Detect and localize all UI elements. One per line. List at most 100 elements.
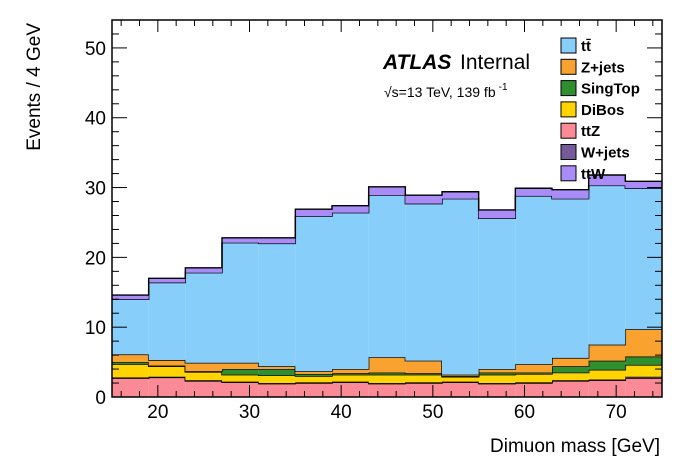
bar-tt--bin-5 — [295, 216, 332, 372]
bar-tt--bin-14 — [625, 188, 662, 330]
legend-swatch-z-jets — [560, 58, 577, 75]
x-tick-label: 60 — [514, 402, 535, 423]
bar-z-jets-bin-14 — [625, 329, 662, 357]
bar-z-jets-bin-5 — [295, 371, 332, 374]
bar-dibos-bin-5 — [295, 376, 332, 383]
bar-z-jets-bin-3 — [222, 362, 259, 370]
bar-tt--bin-8 — [405, 203, 442, 361]
bar-ttz-bin-3 — [222, 382, 259, 397]
bar-singtop-bin-4 — [258, 369, 296, 376]
legend-swatch-tt- — [560, 37, 577, 54]
bar-ttw-bin-1 — [148, 278, 186, 283]
energy-luminosity-label: √s=13 TeV, 139 fb -1 — [384, 82, 508, 100]
bar-ttz-bin-0 — [112, 378, 149, 397]
bar-dibos-bin-7 — [368, 374, 406, 384]
x-tick-label: 40 — [331, 402, 352, 423]
bar-ttz-bin-2 — [185, 380, 222, 397]
bar-tt--bin-1 — [148, 282, 186, 360]
legend-label-dibos: DiBos — [581, 102, 624, 119]
bar-singtop-bin-5 — [295, 373, 332, 377]
bar-dibos-bin-14 — [625, 364, 662, 377]
bar-ttz-bin-8 — [405, 383, 442, 397]
legend-label-ttw: ttW — [581, 166, 606, 183]
ticks-layer: 20 30 40 50 60 70 0 10 20 30 40 50 — [85, 19, 662, 423]
energy-luminosity-exponent: -1 — [499, 82, 508, 93]
y-tick-label: 40 — [85, 109, 106, 130]
x-tick-label: 30 — [239, 402, 260, 423]
energy-luminosity-text: √s=13 TeV, 139 fb — [384, 84, 496, 100]
bar-tt--bin-11 — [515, 195, 552, 365]
y-tick-label: 0 — [95, 388, 106, 409]
stack-outline-z-jets — [112, 328, 662, 376]
bar-ttw-bin-6 — [332, 205, 369, 213]
bar-ttw-bin-7 — [368, 186, 406, 196]
bar-ttz-bin-13 — [588, 380, 626, 397]
atlas-internal-label: Internal — [460, 51, 530, 74]
legend-label-singtop: SingTop — [581, 81, 640, 98]
bar-dibos-bin-0 — [112, 364, 149, 378]
bar-dibos-bin-10 — [478, 374, 516, 384]
bar-singtop-bin-14 — [625, 356, 662, 365]
bar-ttw-bin-10 — [478, 209, 516, 219]
bar-ttz-bin-9 — [442, 382, 479, 397]
bar-z-jets-bin-12 — [552, 357, 589, 367]
bar-tt--bin-13 — [588, 185, 626, 345]
x-tick-label: 50 — [422, 402, 443, 423]
legend-swatch-singtop — [560, 80, 577, 97]
bar-ttw-bin-2 — [185, 267, 222, 273]
legend-label-z-jets: Z+jets — [581, 59, 625, 76]
bar-ttz-bin-14 — [625, 378, 662, 397]
bar-dibos-bin-8 — [405, 374, 442, 383]
x-tick-label: 20 — [147, 402, 168, 423]
bar-z-jets-bin-2 — [185, 362, 222, 372]
bar-dibos-bin-9 — [442, 376, 479, 382]
bar-ttw-bin-14 — [625, 181, 662, 189]
bars-layer — [112, 174, 662, 397]
bar-tt--bin-9 — [442, 198, 479, 375]
y-tick-label: 20 — [85, 248, 106, 269]
bar-dibos-bin-4 — [258, 375, 296, 384]
bar-z-jets-bin-10 — [478, 369, 516, 373]
bar-z-jets-bin-6 — [332, 369, 369, 374]
bar-z-jets-bin-7 — [368, 357, 406, 373]
bar-tt--bin-7 — [368, 195, 406, 358]
legend-swatch-dibos — [560, 101, 577, 118]
x-tick-label: 70 — [606, 402, 627, 423]
bar-tt--bin-6 — [332, 212, 369, 370]
bar-ttz-bin-12 — [552, 380, 589, 397]
bar-ttw-bin-0 — [112, 295, 149, 300]
legend-swatch-ttz — [560, 122, 577, 139]
bar-z-jets-bin-11 — [515, 364, 552, 373]
bar-dibos-bin-12 — [552, 372, 589, 381]
bar-ttw-bin-8 — [405, 195, 442, 204]
bar-ttz-bin-10 — [478, 383, 516, 397]
bar-singtop-bin-0 — [112, 362, 149, 365]
legend: tt̄ Z+jets SingTop DiBos ttZ W+jets ttW — [560, 37, 640, 183]
y-axis-label: Events / 4 GeV — [24, 23, 45, 151]
legend-swatch-w-jets — [560, 144, 577, 160]
bar-ttw-bin-13 — [588, 174, 626, 186]
legend-label-w-jets: W+jets — [581, 145, 630, 162]
bar-dibos-bin-6 — [332, 374, 369, 382]
bar-tt--bin-3 — [222, 242, 259, 363]
y-tick-label: 30 — [85, 179, 106, 200]
bar-dibos-bin-13 — [588, 369, 626, 380]
bar-ttw-bin-12 — [552, 189, 589, 199]
atlas-label: ATLAS — [382, 51, 451, 74]
plot-frame — [111, 19, 663, 398]
bar-ttz-bin-1 — [148, 377, 186, 397]
bar-ttz-bin-5 — [295, 383, 332, 397]
bar-z-jets-bin-1 — [148, 359, 186, 366]
bar-tt--bin-2 — [185, 272, 222, 363]
bar-z-jets-bin-13 — [588, 344, 626, 361]
bar-ttz-bin-4 — [258, 383, 296, 397]
bar-dibos-bin-3 — [222, 374, 259, 382]
bar-singtop-bin-13 — [588, 360, 626, 370]
bar-ttw-bin-4 — [258, 237, 296, 244]
bar-tt--bin-4 — [258, 243, 296, 367]
bar-z-jets-bin-0 — [112, 354, 149, 363]
bar-singtop-bin-10 — [478, 372, 516, 375]
x-axis-label: Dimuon mass [GeV] — [490, 436, 660, 457]
